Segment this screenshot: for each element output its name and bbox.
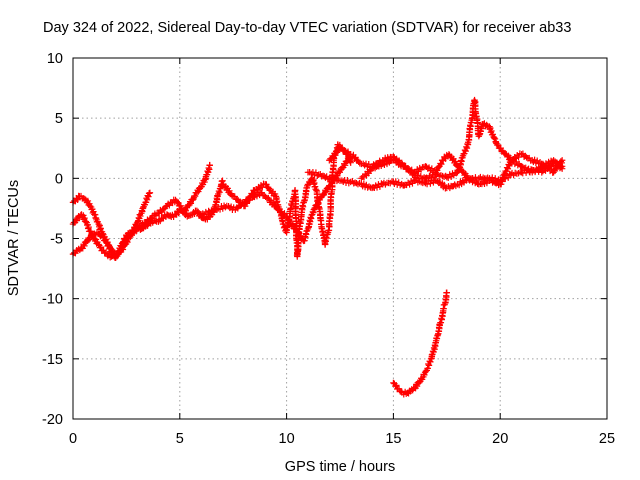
y-tick-label: -10: [42, 292, 63, 308]
data-point: [365, 183, 373, 190]
data-point: [416, 164, 423, 172]
data-point: [84, 237, 91, 245]
data-point: [187, 200, 195, 207]
data-point: [146, 189, 154, 196]
x-tick-label: 0: [69, 431, 77, 447]
data-point: [119, 246, 127, 253]
x-tick-label: 5: [176, 431, 184, 447]
data-point: [506, 162, 513, 170]
data-point: [344, 176, 351, 184]
data-point: [324, 175, 332, 183]
data-point: [393, 382, 400, 389]
x-tick-label: 15: [385, 431, 401, 447]
x-tick-label: 20: [492, 431, 508, 447]
data-point: [81, 242, 88, 250]
data-point: [452, 158, 459, 165]
data-point: [519, 164, 526, 171]
data-point: [558, 165, 566, 172]
data-point: [186, 212, 194, 219]
data-point: [137, 212, 144, 220]
data-point: [413, 383, 421, 390]
data-point: [361, 162, 368, 169]
data-point: [335, 146, 342, 153]
data-point: [102, 249, 109, 257]
y-tick-label: -20: [42, 412, 63, 428]
data-point: [329, 174, 336, 181]
grid-lines: [73, 58, 607, 419]
data-point: [462, 147, 469, 155]
x-axis-label: GPS time / hours: [285, 459, 395, 475]
chart-title: Day 324 of 2022, Sidereal Day-to-day VTE…: [43, 20, 571, 36]
y-axis-label: SDTVAR / TECUs: [6, 180, 22, 296]
data-point: [425, 362, 433, 369]
data-point: [558, 157, 566, 164]
data-point: [222, 204, 229, 211]
data-point: [392, 178, 399, 185]
y-tick-label: 0: [55, 171, 63, 187]
data-point: [228, 192, 236, 199]
data-point: [373, 184, 381, 191]
x-tick-label: 10: [279, 431, 295, 447]
data-point: [97, 225, 104, 232]
data-point: [143, 196, 151, 203]
data-point: [438, 160, 445, 168]
data-point: [557, 158, 565, 165]
data-points: [69, 96, 566, 398]
data-point: [106, 244, 114, 251]
data-point: [427, 358, 434, 366]
data-point: [341, 162, 349, 169]
axis-ticks: 0 5 10 15 20 25 -20 -15 -10 -5 0 5 10: [42, 51, 615, 447]
data-point: [74, 196, 81, 203]
data-point: [425, 164, 433, 171]
data-point: [191, 192, 199, 200]
data-point: [243, 200, 251, 207]
data-point: [347, 159, 354, 166]
data-point: [281, 210, 288, 217]
data-point: [488, 127, 495, 135]
data-point: [177, 202, 185, 210]
y-tick-label: -15: [42, 352, 63, 368]
x-tick-label: 25: [599, 431, 615, 447]
data-point: [445, 174, 452, 182]
data-point: [145, 193, 152, 200]
data-point: [312, 185, 319, 193]
y-tick-label: -5: [50, 232, 63, 248]
data-point: [514, 162, 522, 169]
data-point: [427, 174, 435, 181]
data-point: [553, 164, 561, 171]
data-point: [304, 182, 311, 190]
data-point: [249, 190, 256, 198]
data-point: [491, 134, 498, 142]
data-point: [97, 243, 105, 251]
data-point: [534, 157, 541, 164]
data-point: [406, 181, 413, 188]
data-point: [504, 165, 512, 172]
data-point: [443, 289, 450, 296]
y-tick-label: 10: [47, 51, 63, 67]
data-point: [515, 154, 522, 161]
data-point: [206, 161, 213, 169]
y-tick-label: 5: [55, 111, 63, 127]
